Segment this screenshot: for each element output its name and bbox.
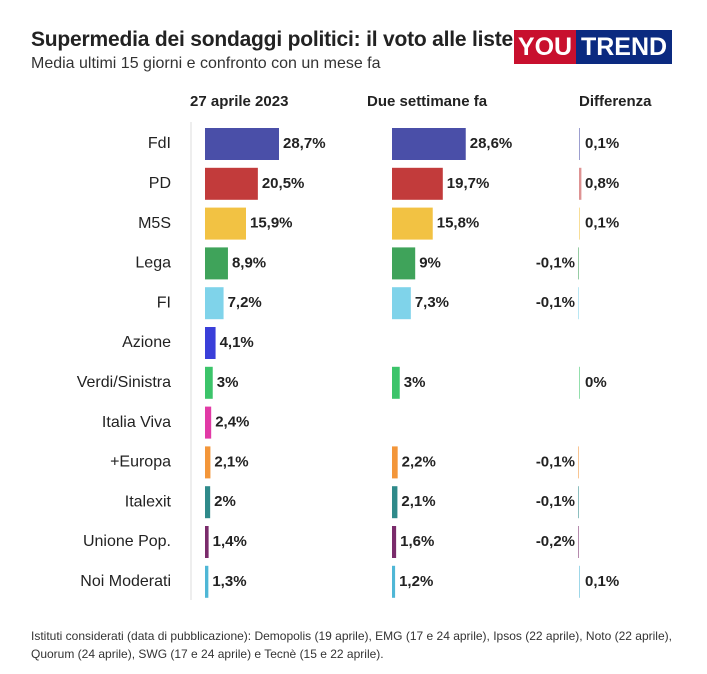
value-label-current: 2% (214, 493, 236, 510)
value-label-current: 7,2% (228, 294, 262, 311)
bar-current (205, 287, 224, 320)
bar-previous (392, 366, 400, 399)
value-label-previous: 2,1% (401, 493, 435, 510)
bar-previous (392, 565, 396, 598)
value-label-previous: 3% (404, 374, 426, 391)
value-label-difference: -0,1% (536, 254, 575, 271)
value-label-difference: -0,1% (536, 493, 575, 510)
logo-trend: TREND (576, 30, 672, 64)
bar-difference (579, 207, 580, 240)
value-label-current: 2,1% (214, 453, 248, 470)
value-label-current: 20,5% (262, 175, 305, 192)
category-label: Azione (122, 334, 171, 351)
logo-you: YOU (514, 30, 576, 64)
bar-difference (579, 167, 582, 200)
category-label: Verdi/Sinistra (77, 374, 171, 391)
value-label-difference: 0,1% (585, 215, 619, 232)
chart-title: Supermedia dei sondaggi politici: il vot… (31, 28, 514, 51)
youtrend-logo: YOU TREND (514, 30, 672, 64)
value-label-current: 1,3% (212, 573, 246, 590)
footnote: Istituti considerati (data di pubblicazi… (31, 629, 672, 661)
value-label-current: 28,7% (283, 135, 326, 152)
bar-difference (578, 526, 579, 558)
value-label-difference: -0,2% (536, 533, 575, 550)
value-label-previous: 2,2% (402, 453, 436, 470)
category-label: +Europa (110, 454, 171, 471)
value-label-previous: 15,8% (437, 215, 480, 232)
bar-difference (579, 565, 580, 598)
category-label: Noi Moderati (80, 573, 171, 590)
bar-current (205, 167, 258, 200)
value-label-previous: 9% (419, 254, 441, 271)
bar-previous (392, 446, 398, 479)
value-label-current: 2,4% (215, 414, 249, 431)
category-label: PD (149, 175, 171, 192)
bar-current (205, 446, 211, 479)
value-label-difference: 0,1% (585, 135, 619, 152)
category-label: Italia Viva (102, 414, 171, 431)
category-label: M5S (138, 215, 171, 232)
bar-current (205, 406, 212, 439)
bar-difference (578, 446, 579, 479)
bar-current (205, 486, 211, 519)
bar-current (205, 327, 216, 359)
bar-previous (392, 486, 398, 519)
value-label-previous: 19,7% (447, 175, 490, 192)
bar-current (205, 128, 279, 160)
bar-difference (578, 287, 579, 320)
column-header-current: 27 aprile 2023 (190, 93, 289, 110)
bar-difference (579, 128, 580, 160)
value-label-difference: -0,1% (536, 453, 575, 470)
value-label-current: 8,9% (232, 254, 266, 271)
value-label-difference: 0% (585, 374, 607, 391)
column-header-difference: Differenza (579, 93, 652, 110)
bar-previous (392, 128, 466, 160)
value-label-current: 4,1% (220, 334, 254, 351)
bar-previous (392, 167, 443, 200)
bar-current (205, 565, 209, 598)
chart-subtitle: Media ultimi 15 giorni e confronto con u… (31, 55, 381, 72)
value-label-previous: 1,2% (399, 573, 433, 590)
value-label-current: 3% (217, 374, 239, 391)
bar-previous (392, 287, 411, 320)
category-label: Lega (135, 255, 171, 272)
value-label-current: 15,9% (250, 215, 293, 232)
bar-previous (392, 247, 416, 280)
bar-difference (578, 247, 579, 280)
value-label-current: 1,4% (213, 533, 247, 550)
value-label-previous: 1,6% (400, 533, 434, 550)
value-label-previous: 28,6% (470, 135, 513, 152)
column-header-previous: Due settimane fa (367, 93, 488, 110)
category-label: FI (157, 294, 171, 311)
category-label: FdI (148, 135, 171, 152)
bar-current (205, 207, 246, 240)
value-label-previous: 7,3% (415, 294, 449, 311)
value-label-difference: 0,8% (585, 175, 619, 192)
value-label-difference: -0,1% (536, 294, 575, 311)
value-label-difference: 0,1% (585, 573, 619, 590)
bar-current (205, 526, 209, 558)
bar-current (205, 366, 213, 399)
bar-previous (392, 526, 397, 558)
bar-difference (578, 486, 579, 519)
bar-previous (392, 207, 433, 240)
bar-difference (579, 366, 580, 399)
bar-current (205, 247, 228, 280)
category-label: Unione Pop. (83, 533, 171, 550)
category-label: Italexit (125, 493, 172, 510)
